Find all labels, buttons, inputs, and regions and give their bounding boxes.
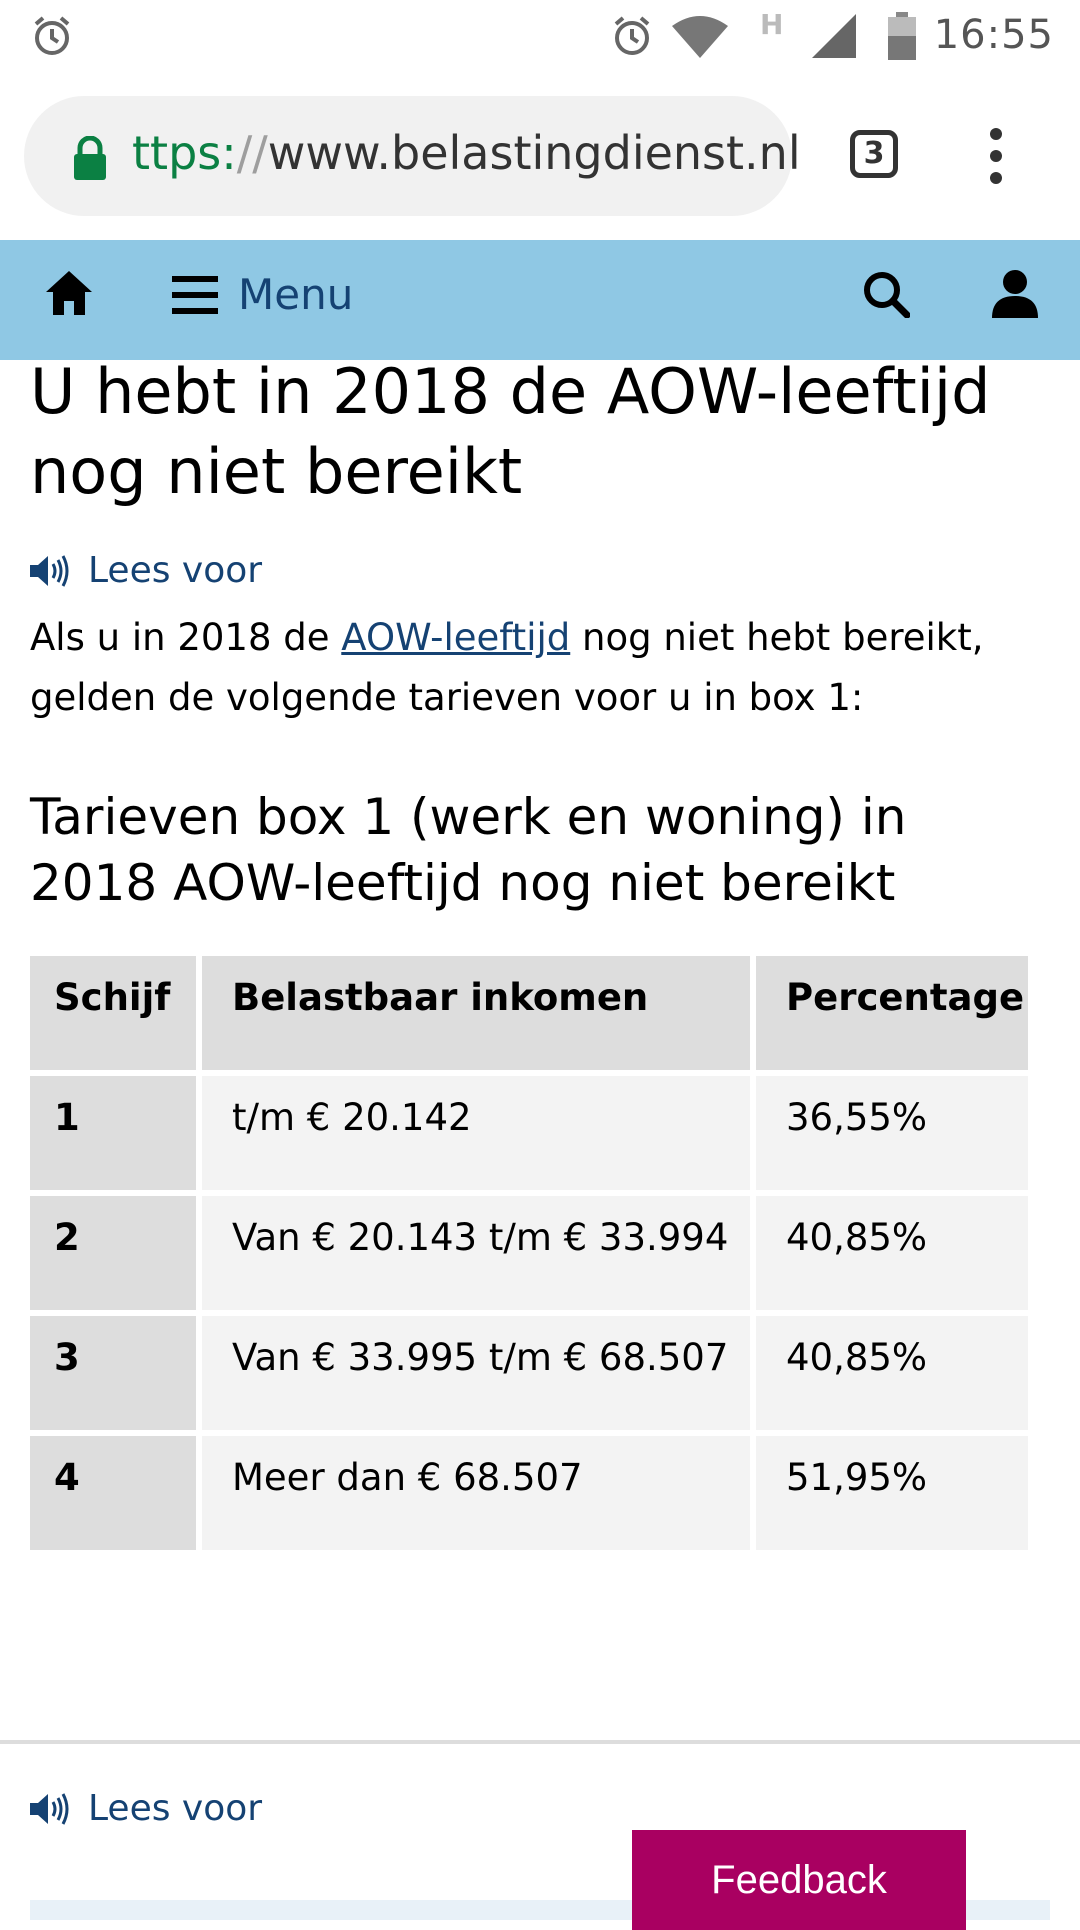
header-belastbaar-inkomen: Belastbaar inkomen — [202, 956, 750, 1070]
url-separator: // — [236, 126, 268, 180]
url-text: ttps://www.belastingdienst.nl — [132, 126, 801, 180]
schijf-cell: 4 — [30, 1436, 196, 1550]
schijf-cell: 1 — [30, 1076, 196, 1190]
table-header-row: Schijf Belastbaar inkomen Percentage — [30, 956, 1028, 1070]
status-time: 16:55 — [933, 12, 1054, 58]
alarm-icon — [34, 16, 70, 55]
lock-icon — [74, 136, 106, 180]
user-icon[interactable] — [990, 268, 1040, 318]
read-aloud-label: Lees voor — [88, 550, 263, 591]
read-aloud-link[interactable]: Lees voor — [30, 550, 262, 591]
table-row: 1 t/m € 20.142 36,55% — [30, 1076, 1028, 1190]
income-cell: Van € 20.143 t/m € 33.994 — [202, 1196, 750, 1310]
intro-text: Als u in 2018 de AOW-leeftijd nog niet h… — [30, 608, 1040, 728]
table-title: Tarieven box 1 (werk en woning) in 2018 … — [30, 788, 907, 912]
section-divider — [0, 1740, 1080, 1744]
feedback-button[interactable]: Feedback — [632, 1830, 966, 1930]
hamburger-icon[interactable] — [172, 276, 218, 314]
percentage-cell: 40,85% — [756, 1196, 1028, 1310]
read-aloud-label: Lees voor — [88, 1788, 263, 1829]
url-host: www.belastingdienst.nl — [267, 126, 801, 180]
status-bar: H 16:55 — [0, 0, 1080, 72]
header-schijf: Schijf — [30, 956, 196, 1070]
aow-leeftijd-link[interactable]: AOW-leeftijd — [341, 616, 571, 659]
battery-icon — [888, 12, 916, 60]
browser-toolbar: ttps://www.belastingdienst.nl 3 — [0, 72, 1080, 240]
income-cell: Meer dan € 68.507 — [202, 1436, 750, 1550]
menu-button[interactable]: Menu — [238, 270, 354, 319]
schijf-cell: 2 — [30, 1196, 196, 1310]
percentage-cell: 51,95% — [756, 1436, 1028, 1550]
more-vert-icon[interactable] — [982, 126, 1010, 186]
wifi-icon — [672, 16, 728, 58]
income-cell: t/m € 20.142 — [202, 1076, 750, 1190]
url-bar[interactable]: ttps://www.belastingdienst.nl — [24, 96, 801, 216]
table-row: 2 Van € 20.143 t/m € 33.994 40,85% — [30, 1196, 1028, 1310]
tax-rates-table: Schijf Belastbaar inkomen Percentage 1 t… — [24, 950, 1034, 1556]
signal-icon — [812, 14, 856, 58]
read-aloud-link-bottom[interactable]: Lees voor — [30, 1788, 262, 1829]
intro-before: Als u in 2018 de — [30, 616, 342, 659]
percentage-cell: 40,85% — [756, 1316, 1028, 1430]
url-scheme: ttps: — [132, 126, 237, 180]
table-row: 4 Meer dan € 68.507 51,95% — [30, 1436, 1028, 1550]
tab-switcher-button[interactable]: 3 — [850, 130, 898, 178]
income-cell: Van € 33.995 t/m € 68.507 — [202, 1316, 750, 1430]
table-row: 3 Van € 33.995 t/m € 68.507 40,85% — [30, 1316, 1028, 1430]
page-title: U hebt in 2018 de AOW-leeftijd nog niet … — [30, 355, 991, 508]
header-percentage: Percentage — [756, 956, 1028, 1070]
speaker-icon — [30, 1793, 69, 1825]
site-nav: Menu — [0, 240, 1080, 360]
speaker-icon — [30, 555, 69, 587]
alarm-icon — [614, 16, 650, 55]
search-icon[interactable] — [862, 270, 910, 318]
network-type-label: H — [760, 8, 784, 41]
home-icon[interactable] — [44, 268, 94, 318]
percentage-cell: 36,55% — [756, 1076, 1028, 1190]
intro-after: nog niet hebt bereikt, gelden de volgend… — [30, 616, 984, 719]
schijf-cell: 3 — [30, 1316, 196, 1430]
